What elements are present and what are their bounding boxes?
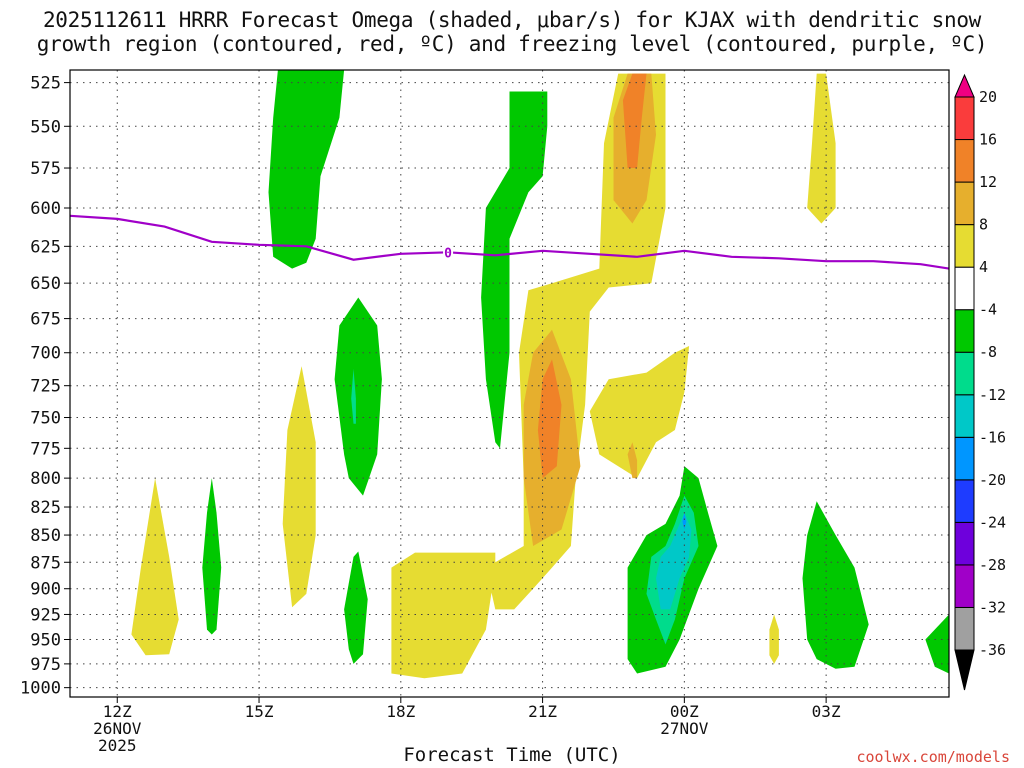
- chart-title-line1: 2025112611 HRRR Forecast Omega (shaded, …: [42, 8, 982, 32]
- y-tick-label-975: 975: [30, 655, 61, 675]
- freezing-level-label-bg: [443, 245, 454, 260]
- colorbar-label--32: -32: [979, 598, 1006, 616]
- colorbar-bin--4-to-4: [954, 266, 975, 311]
- y-tick-label-650: 650: [30, 274, 61, 294]
- x-tick-label-12Z-1: 26NOV: [93, 719, 142, 738]
- omega-region-ascent-0230z: [802, 501, 869, 669]
- gridlines: [70, 70, 949, 697]
- y-tick-label-900: 900: [30, 580, 61, 600]
- y-tick-label-700: 700: [30, 344, 61, 364]
- x-tick-label-21Z-0: 21Z: [528, 702, 557, 721]
- watermark: coolwx.com/models: [856, 748, 1010, 766]
- omega-region-ascent-1400z: [202, 478, 222, 635]
- omega-region-ascent-0530z: [925, 614, 949, 674]
- colorbar-bin--24-to--20: [954, 479, 975, 523]
- y-tick-label-600: 600: [30, 199, 61, 219]
- omega-region-ascent-1700z: [334, 297, 382, 496]
- colorbar-bin--16-to--12: [954, 394, 975, 438]
- omega-region-subsidence-1800z-low: [391, 552, 496, 679]
- colorbar-label--8: -8: [979, 343, 997, 361]
- y-tick-label-925: 925: [30, 605, 61, 625]
- y-tick-label-825: 825: [30, 498, 61, 518]
- y-tick-label-800: 800: [30, 469, 61, 489]
- colorbar-label-16: 16: [979, 131, 997, 149]
- y-axis: 525 550 575 600 625 650 675 700 725 750 775 800 825 8…: [20, 74, 70, 699]
- freezing-level-line: [70, 214, 949, 270]
- colorbar-label--4: -4: [979, 301, 997, 319]
- x-tick-label-15Z-0: 15Z: [245, 702, 274, 721]
- colorbar-label-4: 4: [979, 258, 988, 276]
- omega-region-subsidence-0130z-small: [769, 614, 779, 664]
- y-tick-label-725: 725: [30, 377, 61, 397]
- omega-region-subsidence-2100z-max: [537, 359, 562, 479]
- omega-region-ascent-1700z-core: [351, 368, 356, 424]
- colorbar-bin-4-to-8: [954, 224, 975, 268]
- y-tick-label-950: 950: [30, 630, 61, 650]
- colorbar-min-extend: [954, 649, 975, 691]
- y-tick-label-550: 550: [30, 117, 61, 137]
- colorbar-bin-12-to-16: [954, 139, 975, 183]
- colorbar-bin--36-to--32: [954, 606, 975, 651]
- y-tick-label-775: 775: [30, 439, 61, 459]
- colorbar-bin--12-to--8: [954, 351, 975, 396]
- omega-region-subsidence-1500z: [282, 366, 316, 608]
- chart-title: 2025112611 HRRR Forecast Omega (shaded, …: [0, 8, 1024, 56]
- omega-region-subsidence-2330z-max: [622, 73, 647, 168]
- colorbar-label--16: -16: [979, 428, 1006, 446]
- freezing-level-label: 0: [444, 246, 452, 261]
- omega-region-ascent-2030z-top: [481, 91, 548, 449]
- x-tick-label-00Z-0: 00Z: [670, 702, 699, 721]
- omega-region-subsidence-0240z: [131, 478, 179, 656]
- omega-region-ascent-0000z-core2: [656, 512, 692, 610]
- x-axis-label: Forecast Time (UTC): [403, 744, 621, 766]
- colorbar-label--28: -28: [979, 556, 1006, 574]
- colorbar-label-12: 12: [979, 173, 997, 191]
- omega-region-ascent-0000z-max: [682, 512, 687, 530]
- y-tick-label-675: 675: [30, 310, 61, 330]
- omega-region-ascent-1600z-top: [268, 70, 345, 269]
- y-tick-label-525: 525: [30, 74, 61, 94]
- chart-title-line2: growth region (contoured, red, ºC) and f…: [36, 32, 988, 56]
- omega-region-subsidence-2300z-spot: [627, 442, 638, 479]
- omega-shading-layer: [131, 70, 949, 679]
- omega-region-ascent-1700z-low: [344, 551, 368, 664]
- colorbar-max-extend: [954, 73, 975, 98]
- colorbar-bin--20-to--16: [954, 436, 975, 481]
- y-tick-label-1000: 1000: [20, 679, 61, 699]
- colorbar-label--24: -24: [979, 513, 1006, 531]
- y-tick-label-875: 875: [30, 553, 61, 573]
- colorbar-label--12: -12: [979, 386, 1006, 404]
- omega-region-subsidence-2300z-mid: [589, 346, 690, 479]
- x-tick-label-00Z-1: 27NOV: [660, 719, 709, 738]
- colorbar-label-20: 20: [979, 88, 997, 106]
- x-tick-label-12Z-0: 12Z: [103, 702, 132, 721]
- omega-region-subsidence-0400z-top: [807, 73, 836, 224]
- colorbar-bin--28-to--24: [954, 521, 975, 566]
- x-tick-label-18Z-0: 18Z: [386, 702, 415, 721]
- y-tick-label-625: 625: [30, 237, 61, 257]
- colorbar-bin-16-to-20: [954, 96, 975, 141]
- x-tick-label-12Z-2: 2025: [98, 736, 137, 755]
- colorbar-bin--32-to--28: [954, 564, 975, 608]
- colorbar-bin-8-to-12: [954, 181, 975, 226]
- x-tick-label-03Z-0: 03Z: [812, 702, 841, 721]
- colorbar-label--36: -36: [979, 641, 1006, 659]
- colorbar-label-8: 8: [979, 216, 988, 234]
- plot-frame: [69, 69, 950, 698]
- y-tick-label-750: 750: [30, 409, 61, 429]
- y-tick-label-850: 850: [30, 526, 61, 546]
- y-tick-label-575: 575: [30, 159, 61, 179]
- colorbar: -36 -32 -28 -24 -20 -16 -12 -8 -4 4 8 12 16 20: [954, 73, 1006, 691]
- colorbar-label--20: -20: [979, 471, 1006, 489]
- colorbar-bin--8-to--4: [954, 309, 975, 353]
